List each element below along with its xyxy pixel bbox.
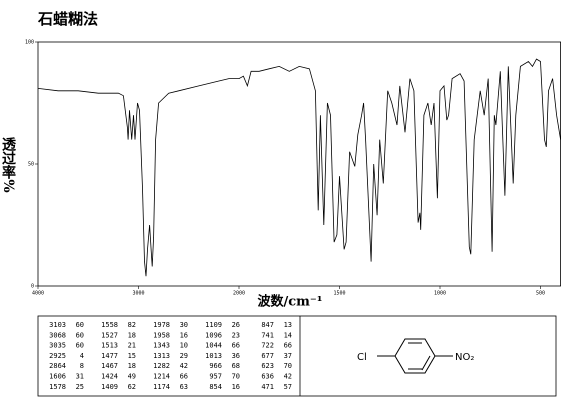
peak-transmittance: 37 xyxy=(284,352,292,360)
benzene-ring xyxy=(377,338,453,374)
peak-wavenumber: 1214 xyxy=(153,373,170,381)
peak-wavenumber: 1013 xyxy=(205,352,222,360)
substituent-right: NO₂ xyxy=(455,352,474,363)
peak-wavenumber: 3035 xyxy=(49,342,66,350)
peak-transmittance: 82 xyxy=(128,321,136,329)
peak-wavenumber: 1409 xyxy=(101,383,118,391)
peak-transmittance: 68 xyxy=(232,362,240,370)
peak-transmittance: 30 xyxy=(180,321,188,329)
substituent-left: Cl xyxy=(357,352,367,363)
peak-wavenumber: 1578 xyxy=(49,383,66,391)
peak-transmittance: 66 xyxy=(284,342,292,350)
peak-transmittance: 63 xyxy=(180,383,188,391)
y-axis-label: 透过率% xyxy=(0,137,16,192)
peak-transmittance: 66 xyxy=(232,342,240,350)
peak-wavenumber: 1096 xyxy=(205,331,222,339)
peak-transmittance: 31 xyxy=(76,373,84,381)
peak-wavenumber: 2864 xyxy=(49,362,66,370)
peak-wavenumber: 471 xyxy=(261,383,274,391)
peak-transmittance: 13 xyxy=(284,321,292,329)
peak-wavenumber: 1606 xyxy=(49,373,66,381)
peak-transmittance: 18 xyxy=(128,331,136,339)
peak-wavenumber: 1958 xyxy=(153,331,170,339)
peak-transmittance: 8 xyxy=(80,362,84,370)
peak-wavenumber: 623 xyxy=(261,362,274,370)
peak-transmittance: 49 xyxy=(128,373,136,381)
peak-wavenumber: 966 xyxy=(209,362,222,370)
peak-transmittance: 70 xyxy=(232,373,240,381)
peak-wavenumber: 1513 xyxy=(101,342,118,350)
x-tick-label: 1500 xyxy=(333,291,345,297)
x-axis-label: 波数/cm⁻¹ xyxy=(258,294,323,310)
peak-wavenumber: 957 xyxy=(209,373,222,381)
peak-transmittance: 4 xyxy=(80,352,84,360)
y-tick-label: 0 xyxy=(31,284,34,290)
peak-wavenumber: 741 xyxy=(261,331,274,339)
peak-transmittance: 60 xyxy=(76,331,84,339)
peak-wavenumber: 1109 xyxy=(205,321,222,329)
peak-wavenumber: 677 xyxy=(261,352,274,360)
peak-wavenumber: 1558 xyxy=(101,321,118,329)
peak-wavenumber: 3068 xyxy=(49,331,66,339)
x-tick-label: 500 xyxy=(536,291,545,297)
title: 石蜡糊法 xyxy=(37,10,98,28)
peak-transmittance: 23 xyxy=(232,331,240,339)
x-tick-label: 2000 xyxy=(233,291,245,297)
peak-transmittance: 14 xyxy=(284,331,292,339)
peak-wavenumber: 3103 xyxy=(49,321,66,329)
x-tick-label: 4000 xyxy=(32,291,44,297)
peak-wavenumber: 854 xyxy=(209,383,222,391)
peak-wavenumber: 847 xyxy=(261,321,274,329)
peak-transmittance: 16 xyxy=(180,331,188,339)
peak-transmittance: 36 xyxy=(232,352,240,360)
peak-transmittance: 25 xyxy=(76,383,84,391)
peak-transmittance: 21 xyxy=(128,342,136,350)
peak-wavenumber: 1527 xyxy=(101,331,118,339)
x-tick-label: 1000 xyxy=(434,291,446,297)
peak-transmittance: 42 xyxy=(284,373,292,381)
peak-transmittance: 70 xyxy=(284,362,292,370)
peak-transmittance: 16 xyxy=(232,383,240,391)
x-tick-label: 3000 xyxy=(132,291,144,297)
peak-transmittance: 57 xyxy=(284,383,292,391)
peak-wavenumber: 1477 xyxy=(101,352,118,360)
peak-transmittance: 26 xyxy=(232,321,240,329)
peak-wavenumber: 1467 xyxy=(101,362,118,370)
peak-transmittance: 60 xyxy=(76,321,84,329)
peak-wavenumber: 1313 xyxy=(153,352,170,360)
peak-wavenumber: 636 xyxy=(261,373,274,381)
peak-transmittance: 29 xyxy=(180,352,188,360)
peak-transmittance: 66 xyxy=(180,373,188,381)
peak-wavenumber: 1978 xyxy=(153,321,170,329)
peak-wavenumber: 1424 xyxy=(101,373,118,381)
peak-transmittance: 18 xyxy=(128,362,136,370)
peak-wavenumber: 1044 xyxy=(205,342,222,350)
table-frame xyxy=(37,315,557,397)
peak-transmittance: 62 xyxy=(128,383,136,391)
peak-transmittance: 42 xyxy=(180,362,188,370)
peak-wavenumber: 722 xyxy=(261,342,274,350)
peak-wavenumber: 1174 xyxy=(153,383,170,391)
peak-wavenumber: 1282 xyxy=(153,362,170,370)
peak-wavenumber: 1343 xyxy=(153,342,170,350)
spectrum-line xyxy=(37,58,561,277)
peak-transmittance: 60 xyxy=(76,342,84,350)
y-tick-label: 100 xyxy=(25,40,34,46)
peak-transmittance: 15 xyxy=(128,352,136,360)
plot-frame xyxy=(37,41,561,287)
peak-wavenumber: 2925 xyxy=(49,352,66,360)
y-tick-label: 50 xyxy=(28,162,34,168)
peak-transmittance: 10 xyxy=(180,342,188,350)
